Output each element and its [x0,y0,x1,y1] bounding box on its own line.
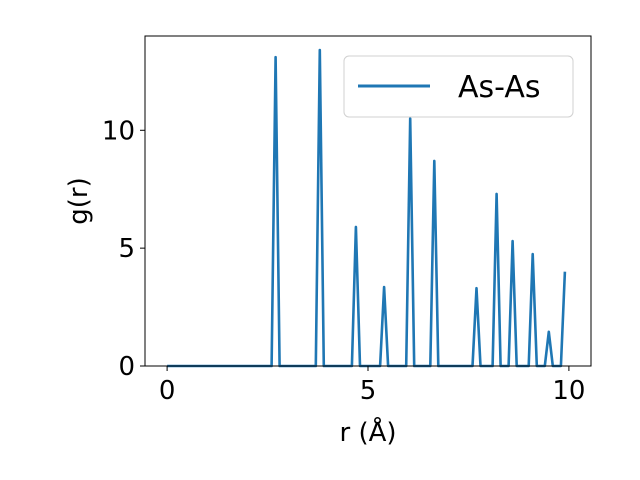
x-tick-label: 10 [552,376,585,406]
y-tick-label: 5 [118,234,135,264]
x-tick-label: 0 [159,376,176,406]
y-tick-label: 0 [118,352,135,382]
x-axis-label: r (Å) [339,416,396,448]
y-tick-label: 10 [102,116,135,146]
y-axis-label: g(r) [64,177,94,224]
legend-label-as-as: As-As [458,70,540,105]
legend: As-As [343,55,574,118]
x-axis-ticks: 0 5 10 [159,366,585,406]
y-axis-ticks: 0 5 10 [102,116,145,382]
legend-box [343,55,574,118]
x-tick-label: 5 [360,376,377,406]
series-line-as-as [167,48,567,368]
plot-lines [167,48,567,368]
